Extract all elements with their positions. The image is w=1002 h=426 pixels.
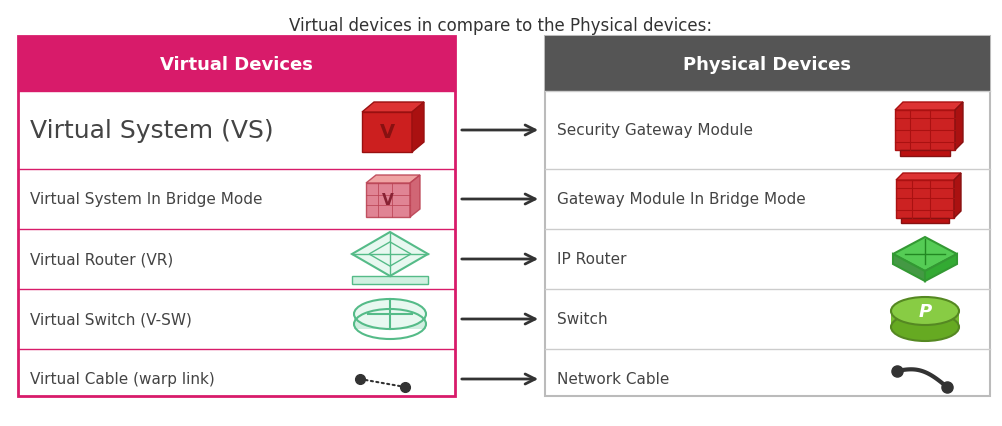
Polygon shape	[895, 111, 955, 151]
FancyBboxPatch shape	[545, 37, 990, 92]
Polygon shape	[362, 113, 412, 153]
Polygon shape	[896, 181, 954, 219]
Text: V: V	[380, 123, 395, 142]
Text: Physical Devices: Physical Devices	[683, 55, 852, 73]
Polygon shape	[412, 103, 424, 153]
Polygon shape	[925, 254, 957, 281]
Text: Virtual Switch (V-SW): Virtual Switch (V-SW)	[30, 312, 191, 327]
Ellipse shape	[354, 299, 426, 329]
FancyBboxPatch shape	[18, 37, 455, 92]
FancyBboxPatch shape	[18, 37, 455, 396]
Text: Virtual System In Bridge Mode: Virtual System In Bridge Mode	[30, 192, 263, 207]
Polygon shape	[352, 276, 428, 284]
Polygon shape	[900, 151, 950, 157]
FancyBboxPatch shape	[545, 37, 990, 396]
FancyBboxPatch shape	[891, 311, 959, 327]
Polygon shape	[366, 176, 420, 184]
Text: Virtual Cable (warp link): Virtual Cable (warp link)	[30, 371, 214, 386]
Polygon shape	[352, 233, 428, 276]
Text: Network Cable: Network Cable	[557, 371, 669, 386]
Text: P: P	[919, 302, 932, 320]
Polygon shape	[901, 219, 949, 224]
Polygon shape	[893, 237, 957, 271]
Text: Virtual System (VS): Virtual System (VS)	[30, 119, 274, 143]
Polygon shape	[896, 173, 961, 181]
Text: Virtual Devices: Virtual Devices	[160, 55, 313, 73]
Polygon shape	[362, 103, 424, 113]
Polygon shape	[954, 173, 961, 219]
Polygon shape	[893, 254, 925, 281]
Text: Security Gateway Module: Security Gateway Module	[557, 123, 753, 138]
Text: V: V	[382, 193, 394, 208]
Ellipse shape	[891, 313, 959, 341]
Polygon shape	[955, 103, 963, 151]
Polygon shape	[366, 184, 410, 218]
Text: Switch: Switch	[557, 312, 607, 327]
Text: Virtual devices in compare to the Physical devices:: Virtual devices in compare to the Physic…	[290, 17, 712, 35]
FancyBboxPatch shape	[354, 314, 426, 329]
Polygon shape	[410, 176, 420, 218]
Polygon shape	[895, 103, 963, 111]
Text: Gateway Module In Bridge Mode: Gateway Module In Bridge Mode	[557, 192, 806, 207]
Text: IP Router: IP Router	[557, 252, 626, 267]
Text: Virtual Router (VR): Virtual Router (VR)	[30, 252, 173, 267]
Ellipse shape	[891, 297, 959, 325]
